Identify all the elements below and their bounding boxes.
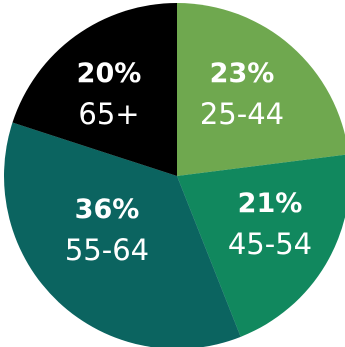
slice-category-label-55-64: 55-64	[65, 233, 149, 267]
pie-slice-25-44	[177, 3, 345, 176]
slice-percent-label-25-44: 23%	[210, 58, 275, 89]
pie-slice-55-64	[4, 122, 241, 347]
slice-percent-label-65: 20%	[77, 58, 142, 89]
slice-category-label-25-44: 25-44	[200, 97, 284, 131]
slice-percent-label-45-54: 21%	[238, 188, 303, 219]
pie-slice-65	[12, 3, 177, 176]
slice-category-label-65: 65+	[78, 97, 139, 131]
slice-percent-label-55-64: 36%	[75, 194, 140, 225]
slice-category-label-45-54: 45-54	[228, 227, 312, 261]
pie-slice-45-54	[177, 154, 345, 337]
